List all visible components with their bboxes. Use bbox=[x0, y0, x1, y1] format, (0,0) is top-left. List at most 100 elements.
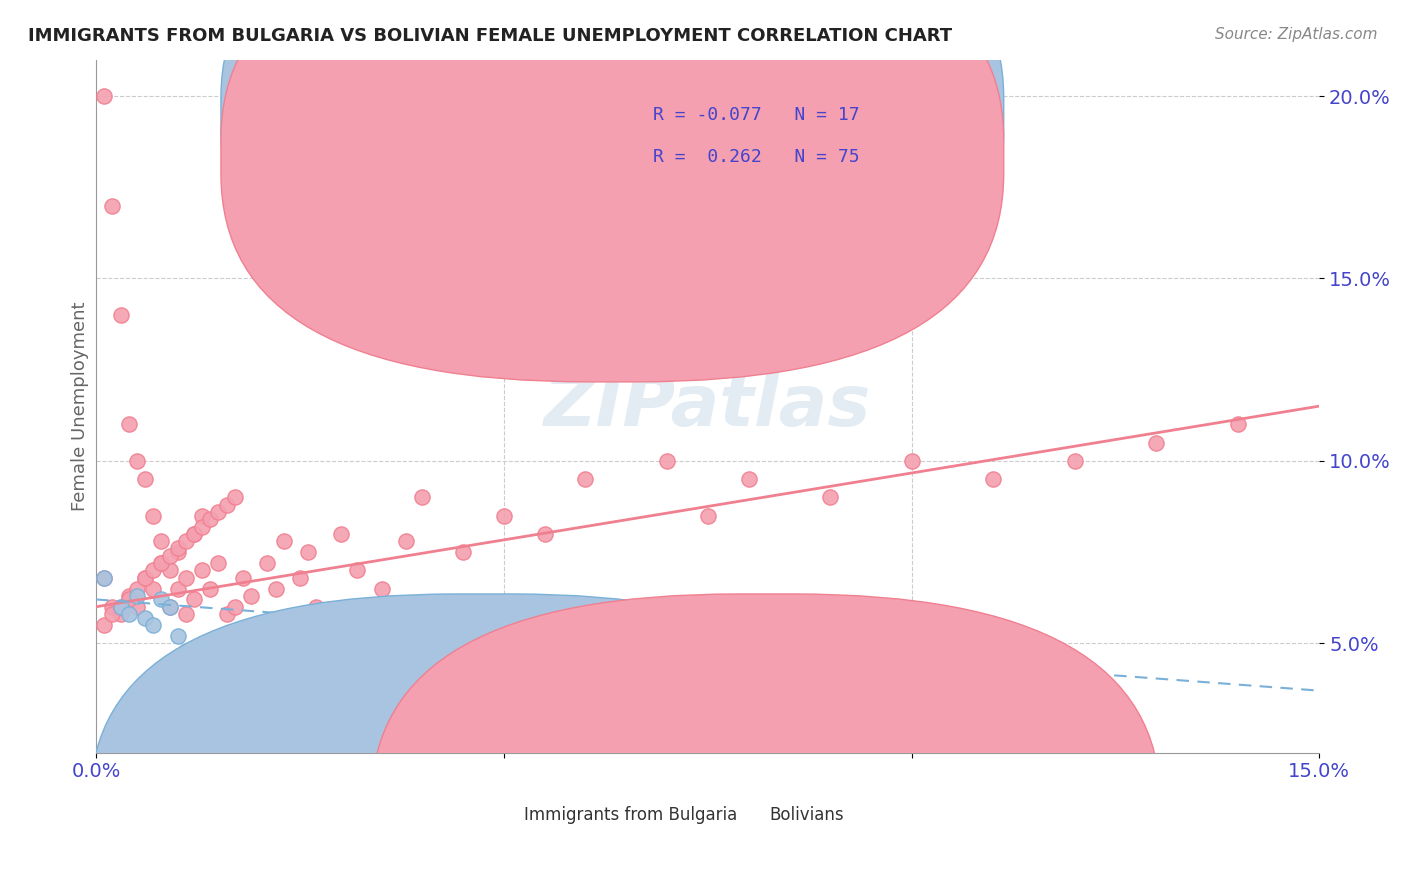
Point bbox=[200, 662, 222, 676]
Point bbox=[134, 472, 156, 486]
Point bbox=[314, 607, 336, 621]
Text: Immigrants from Bulgaria: Immigrants from Bulgaria bbox=[524, 806, 738, 824]
Point bbox=[93, 618, 115, 632]
Point bbox=[125, 599, 148, 614]
Point bbox=[183, 592, 205, 607]
Point bbox=[900, 454, 922, 468]
Point bbox=[166, 541, 188, 556]
Point bbox=[125, 454, 148, 468]
Point bbox=[150, 592, 173, 607]
Point bbox=[696, 508, 718, 523]
Text: Bolivians: Bolivians bbox=[769, 806, 844, 824]
Point bbox=[110, 607, 132, 621]
Point bbox=[93, 571, 115, 585]
Point bbox=[329, 526, 352, 541]
Point bbox=[207, 556, 229, 570]
Point bbox=[1144, 435, 1167, 450]
Point bbox=[93, 89, 115, 103]
Point bbox=[240, 589, 263, 603]
Point bbox=[142, 618, 165, 632]
Point bbox=[411, 491, 433, 505]
Point bbox=[110, 599, 132, 614]
Point bbox=[118, 607, 141, 621]
Point bbox=[288, 647, 311, 661]
Point bbox=[174, 607, 197, 621]
Point bbox=[150, 556, 173, 570]
Point bbox=[159, 599, 181, 614]
Point bbox=[125, 589, 148, 603]
Text: R =  0.262   N = 75: R = 0.262 N = 75 bbox=[652, 148, 859, 166]
Point bbox=[159, 563, 181, 577]
Point bbox=[574, 472, 596, 486]
Point bbox=[150, 556, 173, 570]
Point bbox=[346, 563, 368, 577]
FancyBboxPatch shape bbox=[561, 80, 891, 191]
Point bbox=[110, 599, 132, 614]
Point bbox=[224, 491, 246, 505]
Point bbox=[818, 491, 841, 505]
Point bbox=[305, 599, 328, 614]
Point bbox=[981, 472, 1004, 486]
Point bbox=[655, 454, 678, 468]
Point bbox=[207, 505, 229, 519]
Point bbox=[1063, 454, 1085, 468]
Point bbox=[166, 629, 188, 643]
Point bbox=[150, 534, 173, 549]
Point bbox=[1226, 417, 1249, 432]
Text: R = -0.077   N = 17: R = -0.077 N = 17 bbox=[652, 106, 859, 124]
Point bbox=[492, 508, 515, 523]
Point bbox=[134, 571, 156, 585]
Point bbox=[183, 526, 205, 541]
Point bbox=[142, 582, 165, 596]
Point bbox=[215, 607, 238, 621]
Text: IMMIGRANTS FROM BULGARIA VS BOLIVIAN FEMALE UNEMPLOYMENT CORRELATION CHART: IMMIGRANTS FROM BULGARIA VS BOLIVIAN FEM… bbox=[28, 27, 952, 45]
Point bbox=[93, 571, 115, 585]
Point bbox=[118, 592, 141, 607]
FancyBboxPatch shape bbox=[221, 0, 1004, 340]
Point bbox=[142, 563, 165, 577]
Point bbox=[142, 508, 165, 523]
Point bbox=[159, 599, 181, 614]
Point bbox=[737, 472, 759, 486]
Point bbox=[125, 582, 148, 596]
Point bbox=[166, 545, 188, 559]
Point bbox=[191, 563, 214, 577]
Point bbox=[159, 549, 181, 563]
Point bbox=[451, 545, 474, 559]
Point bbox=[247, 618, 270, 632]
Point bbox=[183, 655, 205, 669]
Point bbox=[183, 526, 205, 541]
FancyBboxPatch shape bbox=[90, 594, 879, 892]
Point bbox=[110, 308, 132, 322]
Point bbox=[101, 198, 124, 212]
Point bbox=[134, 610, 156, 624]
Point bbox=[215, 498, 238, 512]
Point bbox=[174, 534, 197, 549]
Point bbox=[232, 571, 254, 585]
Point bbox=[134, 571, 156, 585]
Point bbox=[297, 545, 319, 559]
Text: Source: ZipAtlas.com: Source: ZipAtlas.com bbox=[1215, 27, 1378, 42]
Point bbox=[200, 512, 222, 526]
Point bbox=[329, 647, 352, 661]
Y-axis label: Female Unemployment: Female Unemployment bbox=[72, 301, 89, 511]
Point bbox=[166, 582, 188, 596]
Point bbox=[191, 519, 214, 533]
Point bbox=[533, 650, 555, 665]
Point bbox=[191, 508, 214, 523]
Point bbox=[264, 582, 287, 596]
Point bbox=[232, 636, 254, 650]
Point bbox=[273, 534, 295, 549]
Point bbox=[224, 599, 246, 614]
Point bbox=[118, 589, 141, 603]
Point bbox=[101, 599, 124, 614]
Text: ZIPatlas: ZIPatlas bbox=[544, 372, 872, 441]
Point bbox=[200, 582, 222, 596]
FancyBboxPatch shape bbox=[371, 594, 1160, 892]
Point bbox=[533, 526, 555, 541]
Point bbox=[174, 643, 197, 657]
Point bbox=[256, 556, 278, 570]
Point bbox=[118, 417, 141, 432]
Point bbox=[101, 607, 124, 621]
Point bbox=[370, 582, 392, 596]
